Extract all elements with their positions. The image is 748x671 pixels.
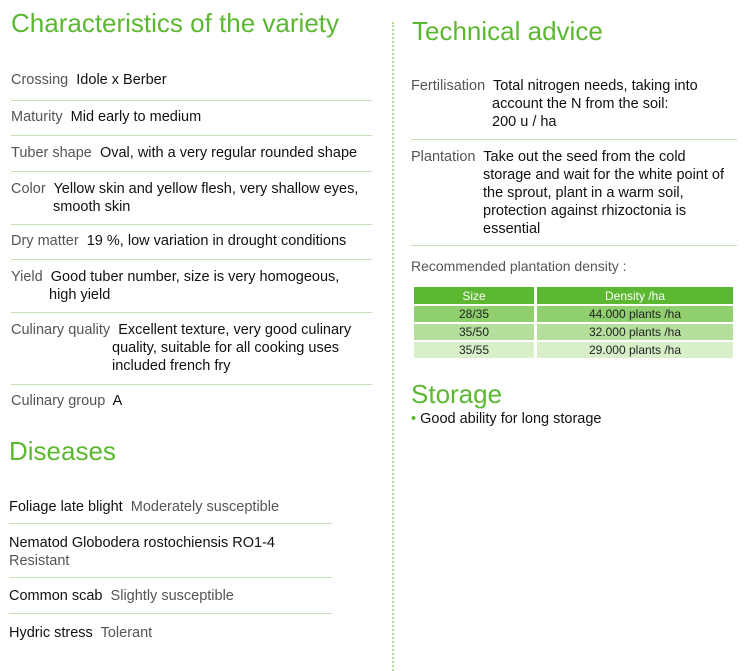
char-value: A bbox=[112, 393, 123, 409]
char-value: Yellow skin and yellow flesh, very shall… bbox=[53, 181, 359, 197]
divider bbox=[11, 100, 372, 101]
divider bbox=[11, 259, 372, 260]
divider bbox=[11, 384, 372, 385]
characteristics-heading: Characteristics of the variety bbox=[11, 8, 340, 38]
tech-value-cont: 200 u / ha bbox=[492, 114, 557, 130]
tech-value: Take out the seed from the cold bbox=[483, 149, 686, 165]
char-row-maturity: Maturity Mid early to medium bbox=[11, 108, 201, 126]
density-size: 35/55 bbox=[414, 342, 534, 358]
char-value: Oval, with a very regular rounded shape bbox=[99, 145, 358, 161]
density-table: Size Density /ha 28/35 44.000 plants /ha… bbox=[411, 285, 736, 360]
tech-value-cont: storage and wait for the white point of bbox=[483, 167, 725, 183]
diseases-heading: Diseases bbox=[9, 436, 116, 466]
char-value-cont: high yield bbox=[49, 287, 111, 303]
density-size: 28/35 bbox=[414, 306, 534, 322]
divider bbox=[11, 135, 372, 136]
density-header-density: Density /ha bbox=[537, 287, 733, 304]
char-value: Mid early to medium bbox=[70, 109, 202, 125]
disease-rating: Moderately susceptible bbox=[130, 499, 280, 515]
char-value: 19 %, low variation in drought condition… bbox=[86, 233, 347, 249]
density-value: 44.000 plants /ha bbox=[537, 306, 733, 322]
disease-name: Nematod Globodera rostochiensis RO1-4 bbox=[9, 535, 275, 551]
tech-value-cont: the sprout, plant in a warm soil, bbox=[483, 185, 684, 201]
tech-row-fertilisation: Fertilisation Total nitrogen needs, taki… bbox=[411, 77, 698, 95]
char-row-culinary-group: Culinary group A bbox=[11, 392, 122, 410]
char-value-cont: smooth skin bbox=[53, 199, 131, 215]
divider bbox=[9, 613, 332, 614]
char-label: Yield bbox=[11, 269, 43, 285]
char-label: Tuber shape bbox=[11, 145, 92, 161]
char-value-cont: quality, suitable for all cooking uses bbox=[112, 340, 340, 356]
char-label: Color bbox=[11, 181, 46, 197]
divider bbox=[411, 139, 737, 140]
divider bbox=[9, 523, 332, 524]
disease-row: Foliage late blight Moderately susceptib… bbox=[9, 498, 279, 516]
char-label: Crossing bbox=[11, 72, 69, 88]
char-row-yield: Yield Good tuber number, size is very ho… bbox=[11, 268, 339, 286]
disease-rating: Slightly susceptible bbox=[110, 588, 234, 604]
column-separator bbox=[392, 22, 394, 671]
tech-value-cont: protection against rhizoctonia is bbox=[483, 203, 687, 219]
storage-item: • Good ability for long storage bbox=[411, 410, 601, 428]
bullet-icon: • bbox=[411, 411, 417, 427]
tech-label: Plantation bbox=[411, 149, 476, 165]
char-label: Culinary group bbox=[11, 393, 106, 409]
divider bbox=[11, 171, 372, 172]
disease-rating: Tolerant bbox=[100, 625, 153, 641]
divider bbox=[9, 577, 332, 578]
char-label: Culinary quality bbox=[11, 322, 111, 338]
char-label: Maturity bbox=[11, 109, 63, 125]
divider bbox=[411, 245, 737, 246]
char-row-tuber-shape: Tuber shape Oval, with a very regular ro… bbox=[11, 144, 357, 162]
disease-row: Hydric stress Tolerant bbox=[9, 624, 152, 642]
char-row-dry-matter: Dry matter 19 %, low variation in drough… bbox=[11, 232, 346, 250]
storage-heading: Storage bbox=[411, 379, 503, 409]
disease-rating: Resistant bbox=[9, 553, 70, 569]
char-row-culinary-quality: Culinary quality Excellent texture, very… bbox=[11, 321, 351, 339]
char-label: Dry matter bbox=[11, 233, 79, 249]
divider bbox=[11, 224, 372, 225]
char-row-color: Color Yellow skin and yellow flesh, very… bbox=[11, 180, 358, 198]
density-value: 29.000 plants /ha bbox=[537, 342, 733, 358]
table-row: 28/35 44.000 plants /ha bbox=[414, 306, 733, 322]
density-header-size: Size bbox=[414, 287, 534, 304]
disease-name: Hydric stress bbox=[9, 625, 93, 641]
table-row: 35/55 29.000 plants /ha bbox=[414, 342, 733, 358]
char-value-cont: included french fry bbox=[112, 358, 231, 374]
char-row-crossing: Crossing Idole x Berber bbox=[11, 71, 167, 89]
char-value: Good tuber number, size is very homogeou… bbox=[50, 269, 340, 285]
tech-value: Total nitrogen needs, taking into bbox=[492, 78, 698, 94]
tech-value-cont: essential bbox=[483, 221, 541, 237]
density-value: 32.000 plants /ha bbox=[537, 324, 733, 340]
divider bbox=[11, 312, 372, 313]
disease-name: Common scab bbox=[9, 588, 103, 604]
storage-text: Good ability for long storage bbox=[420, 411, 602, 427]
technical-heading: Technical advice bbox=[412, 16, 603, 46]
char-value: Idole x Berber bbox=[76, 72, 167, 88]
disease-row: Common scab Slightly susceptible bbox=[9, 587, 234, 605]
tech-row-plantation: Plantation Take out the seed from the co… bbox=[411, 148, 686, 166]
density-size: 35/50 bbox=[414, 324, 534, 340]
table-row: 35/50 32.000 plants /ha bbox=[414, 324, 733, 340]
density-label: Recommended plantation density : bbox=[411, 258, 627, 274]
disease-name: Foliage late blight bbox=[9, 499, 123, 515]
tech-value-cont: account the N from the soil: bbox=[492, 96, 669, 112]
char-value: Excellent texture, very good culinary bbox=[118, 322, 352, 338]
tech-label: Fertilisation bbox=[411, 78, 486, 94]
